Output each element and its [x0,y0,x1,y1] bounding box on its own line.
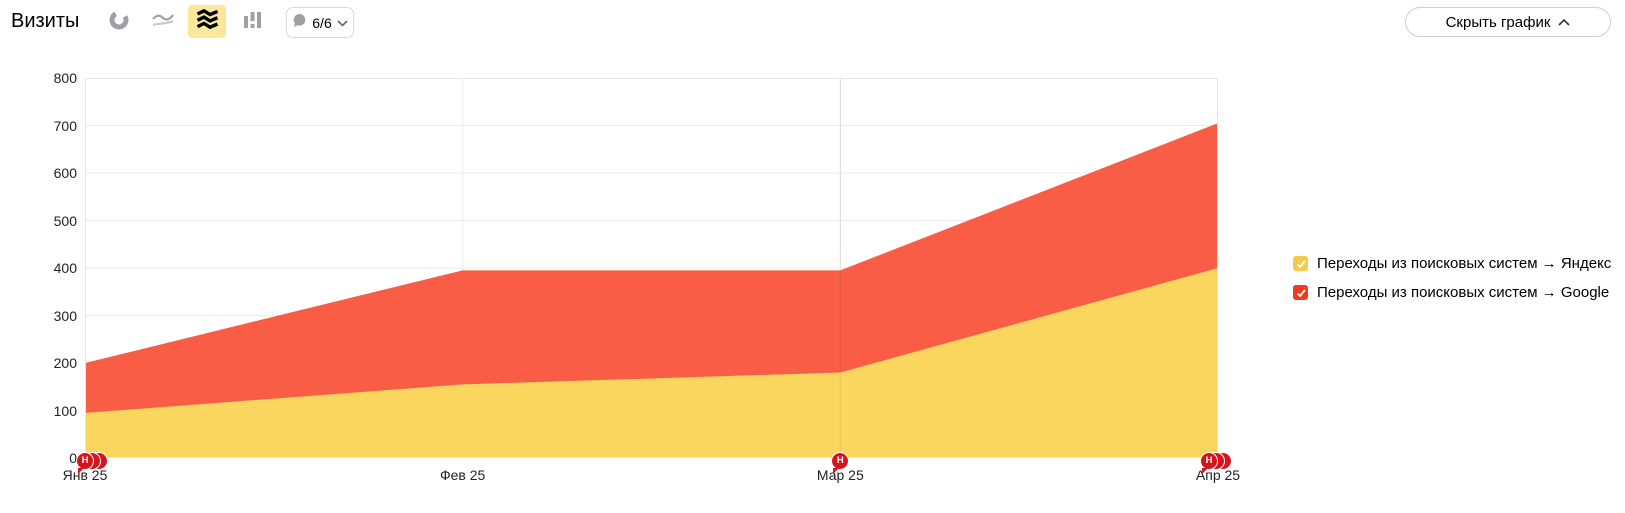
y-axis-label: 200 [53,355,77,371]
y-axis-label: 800 [53,70,77,86]
legend-checkbox[interactable] [1293,256,1308,271]
notes-count: 6/6 [312,14,332,31]
legend-label: Переходы из поисковых систем → Яндекс [1317,255,1612,272]
bar-chart-icon [242,9,264,36]
note-badge-tail [1202,468,1208,474]
y-axis-label: 300 [53,307,77,324]
y-axis-label: 0 [69,450,77,466]
x-axis-label: Фев 25 [439,467,486,483]
page-title: Визиты [11,10,80,32]
line-chart-type-button[interactable] [148,7,178,37]
area-series-0 [85,268,1218,458]
y-axis-label: 700 [53,117,77,134]
note-badge[interactable]: Н [831,452,850,474]
x-axis-label: Мар 25 [816,467,864,483]
note-badge[interactable]: Н [1200,452,1218,474]
notes-dropdown[interactable]: 6/6 [286,7,354,38]
note-badge-tail [78,468,84,474]
stacked-area-chart-icon [196,8,219,36]
y-axis-label: 400 [53,260,77,276]
legend-item-0[interactable]: Переходы из поисковых систем → Яндекс [1293,255,1612,272]
y-axis-label: 100 [53,402,77,419]
chart-plot-area[interactable] [85,78,1218,458]
pie-chart-type-button[interactable] [104,7,134,37]
y-axis-label: 500 [53,212,77,229]
chevron-up-icon [1558,14,1570,31]
legend-checkbox[interactable] [1293,285,1308,300]
stacked-area-chart-type-button-selected[interactable] [188,5,226,38]
note-badge[interactable]: Н [76,452,94,474]
note-badge-tail [833,468,840,474]
legend-label: Переходы из поисковых систем → Google [1317,284,1610,301]
chevron-down-icon [337,14,348,32]
pie-chart-icon [108,9,130,36]
y-axis-label: 600 [53,165,77,181]
legend-item-1[interactable]: Переходы из поисковых систем → Google [1293,284,1611,301]
line-chart-icon [151,10,175,35]
speech-bubble-icon [292,13,307,33]
plot-border [85,78,1218,458]
x-axis-label: Янв 25 [62,467,108,483]
chart-legend: Переходы из поисковых систем → Яндекс Пер… [1293,255,1612,314]
hide-chart-button[interactable]: Скрыть график [1405,7,1611,37]
hide-chart-label: Скрыть график [1445,13,1551,31]
bar-chart-type-button[interactable] [238,7,268,37]
